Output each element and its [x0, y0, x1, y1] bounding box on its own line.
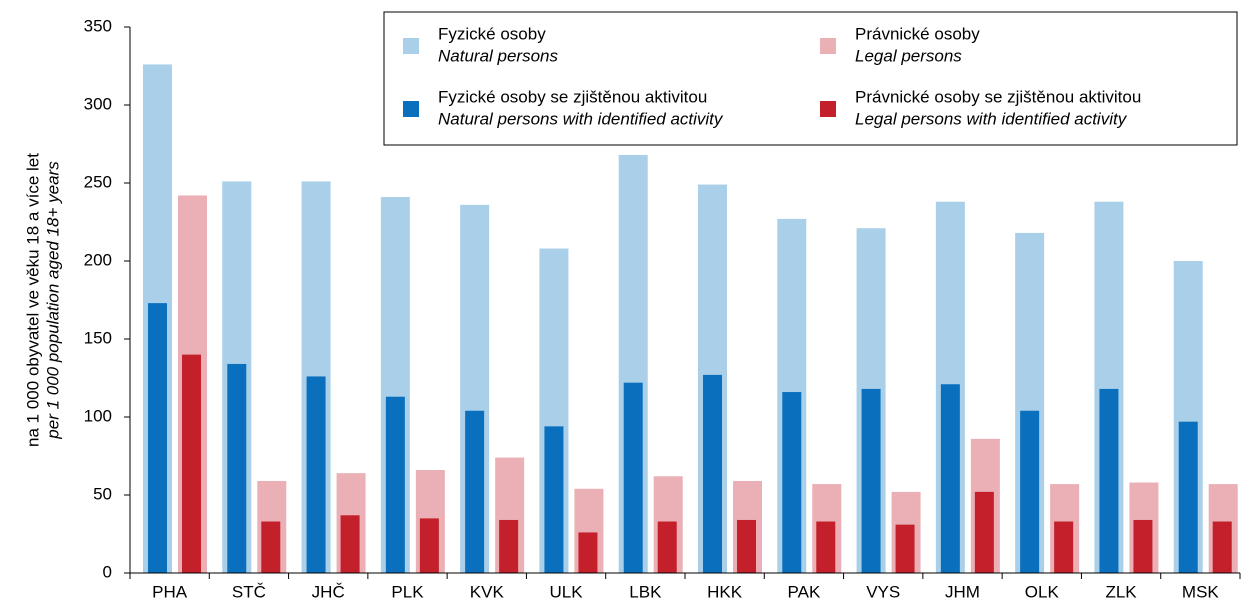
x-tick-label: KVK [470, 582, 505, 601]
legend-label-en: Legal persons with identified activity [855, 109, 1128, 128]
bar [1054, 521, 1074, 573]
y-tick-label: 250 [84, 172, 112, 191]
legend-label: Právnické osoby [855, 24, 980, 43]
y-tick-label: 350 [84, 16, 112, 35]
bar [782, 392, 802, 573]
legend-label: Právnické osoby se zjištěnou aktivitou [855, 87, 1141, 106]
legend-swatch [820, 101, 836, 117]
bar [974, 491, 994, 573]
bar [816, 521, 836, 573]
bar [148, 303, 167, 573]
bar [623, 382, 643, 573]
y-axis-title: na 1 000 obyvatel ve věku 18 a více let … [23, 153, 62, 447]
x-tick-label: OLK [1025, 582, 1060, 601]
bar [1099, 388, 1119, 573]
x-tick-label: PLK [391, 582, 424, 601]
bar [465, 410, 485, 573]
bar [1212, 521, 1232, 573]
bar [578, 532, 598, 573]
y-label-en: per 1 000 population aged 18+ years [43, 161, 62, 440]
x-tick-label: JHM [945, 582, 980, 601]
legend-label-en: Natural persons [438, 46, 559, 65]
bar [1133, 519, 1153, 573]
legend-box [383, 11, 1238, 146]
y-tick-label: 50 [93, 484, 112, 503]
x-tick-label: PAK [788, 582, 821, 601]
bar [861, 388, 881, 573]
x-tick-label: PHA [152, 582, 188, 601]
y-label: na 1 000 obyvatel ve věku 18 a více let [23, 153, 42, 447]
x-tick-label: ZLK [1105, 582, 1137, 601]
bar [895, 524, 915, 573]
bar [499, 519, 519, 573]
x-tick-label: STČ [232, 582, 266, 601]
x-tick-label: LBK [629, 582, 662, 601]
bar [261, 521, 281, 573]
legend-swatch [820, 38, 836, 54]
x-tick-label: HKK [707, 582, 743, 601]
bar [1020, 410, 1040, 573]
bar [703, 374, 722, 573]
bar [544, 426, 564, 573]
bar [1178, 421, 1198, 573]
x-tick-label: JHČ [312, 582, 345, 601]
legend: Fyzické osoby Natural persons Fyzické osob… [383, 11, 1238, 146]
bar [227, 363, 247, 573]
y-tick-label: 150 [84, 328, 112, 347]
y-tick-label: 200 [84, 250, 112, 269]
bar [419, 518, 439, 573]
legend-label: Fyzické osoby se zjištěnou aktivitou [438, 87, 707, 106]
bar [340, 515, 360, 573]
x-tick-label: VYS [866, 582, 900, 601]
legend-label-en: Natural persons with identified activity [438, 109, 724, 128]
bar [940, 384, 960, 573]
bar [657, 521, 677, 573]
legend-swatch [403, 38, 419, 54]
x-tick-label: MSK [1182, 582, 1220, 601]
bar [737, 519, 756, 573]
x-tick-label: ULK [550, 582, 584, 601]
bar [306, 376, 326, 573]
legend-swatch [403, 101, 419, 117]
y-tick-label: 0 [103, 562, 112, 581]
bar [385, 396, 405, 573]
legend-label: Fyzické osoby [438, 24, 546, 43]
y-tick-label: 300 [84, 94, 112, 113]
bar [182, 354, 201, 573]
y-tick-label: 100 [84, 406, 112, 425]
legend-label-en: Legal persons [855, 46, 962, 65]
